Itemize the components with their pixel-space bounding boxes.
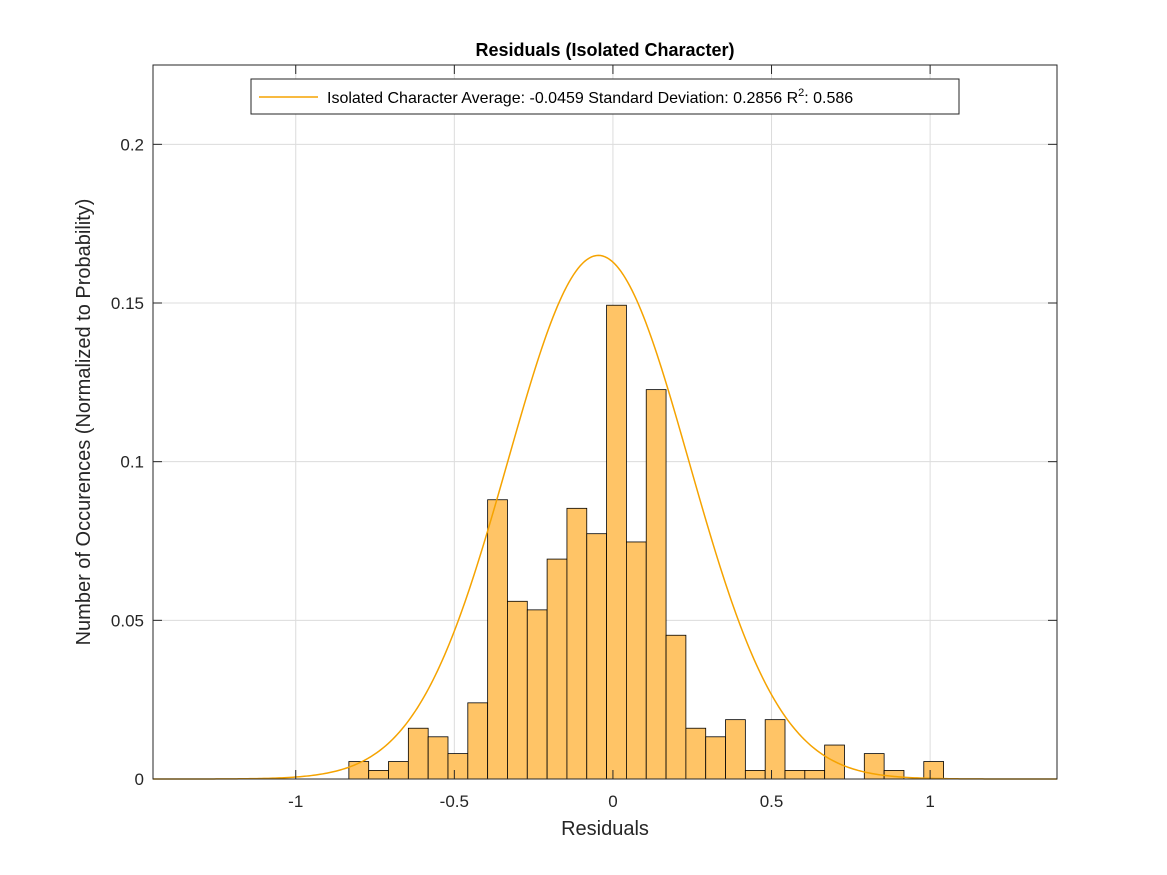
histogram-bar [487, 499, 508, 780]
legend-entry-suffix: : 0.586 [804, 90, 853, 107]
histogram-bar [447, 753, 469, 780]
y-tick-label: 0.1 [120, 453, 144, 472]
y-tick-label: 0.15 [111, 294, 144, 313]
histogram-bar [368, 770, 389, 780]
x-tick-label: -0.5 [440, 792, 469, 811]
y-tick-label: 0.2 [120, 135, 144, 154]
histogram-bar [348, 761, 370, 780]
histogram-bar [804, 770, 826, 780]
histogram-bar [606, 304, 627, 780]
histogram-bar [645, 389, 667, 780]
y-tick-label: 0.05 [111, 611, 144, 630]
histogram-bar [685, 727, 707, 780]
plot-frame [152, 64, 1058, 780]
x-tick-label: 0 [608, 792, 617, 811]
histogram-bar [526, 609, 548, 780]
histogram-bar [507, 600, 528, 780]
histogram-bar [764, 719, 786, 780]
legend-box [250, 78, 960, 115]
histogram-bar [388, 761, 409, 780]
normal-fit-curve [153, 254, 1057, 780]
axis-ticks: -1 -0.5 0 0.5 1 0 0.05 0.1 0.15 0.2 [111, 65, 1057, 811]
legend-superscript: 2 [798, 87, 804, 99]
histogram-bar [923, 761, 945, 780]
histogram-bar [586, 533, 607, 780]
x-tick-label: -1 [288, 792, 303, 811]
histogram-bar [744, 770, 766, 780]
histogram-bar [725, 719, 746, 780]
legend-entry-text: Isolated Character Average: -0.0459 Stan… [327, 90, 798, 107]
x-tick-label: 1 [925, 792, 934, 811]
histogram-bar [546, 558, 568, 780]
histogram-bar [705, 736, 726, 780]
y-tick-label: 0 [135, 770, 144, 789]
x-tick-label: 0.5 [760, 792, 784, 811]
histogram-bar [626, 541, 647, 780]
histogram-bar [784, 770, 806, 780]
legend-entry: Isolated Character Average: -0.0459 Stan… [327, 87, 853, 107]
chart-title: Residuals (Isolated Character) [475, 40, 734, 60]
histogram-bar [407, 727, 429, 780]
y-axis-label: Number of Occurences (Normalized to Prob… [73, 199, 95, 646]
x-axis-label: Residuals [561, 818, 649, 840]
histogram-bar [467, 702, 489, 780]
histogram-bars [348, 304, 945, 780]
histogram-bar [427, 736, 449, 780]
histogram-bar [566, 507, 588, 780]
histogram-bar [665, 634, 687, 780]
legend: Isolated Character Average: -0.0459 Stan… [250, 78, 960, 115]
